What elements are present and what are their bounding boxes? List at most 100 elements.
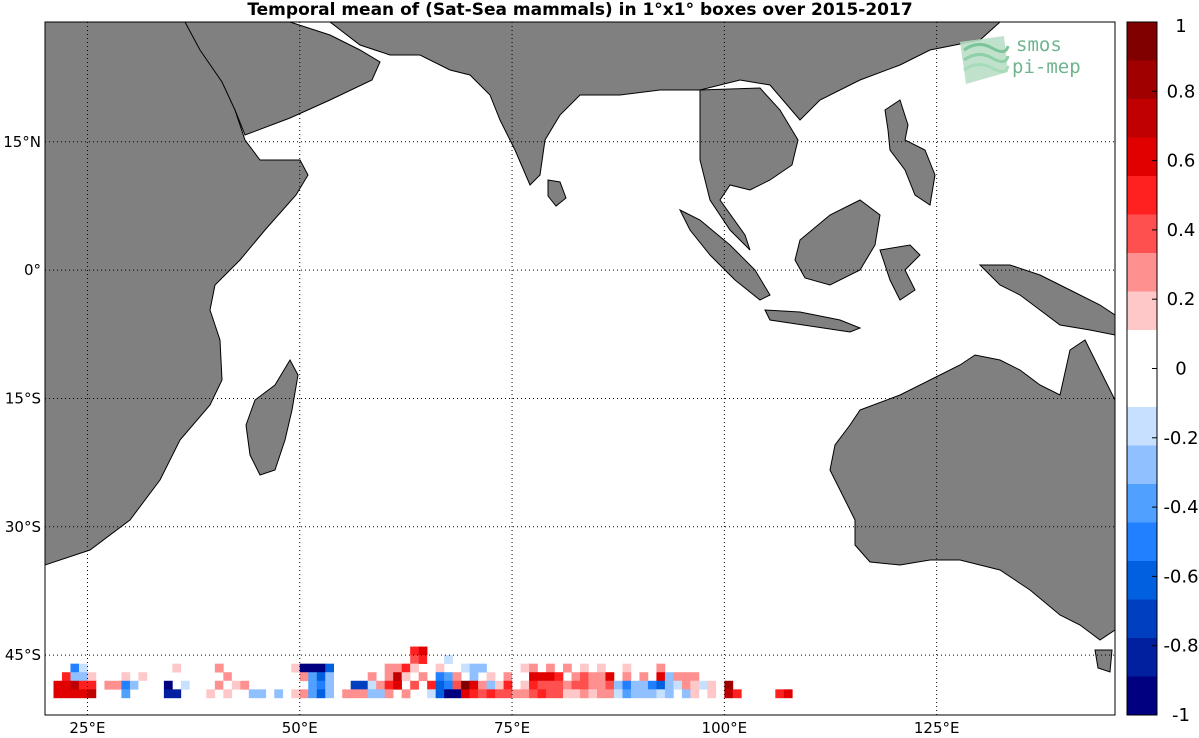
colorbar-segment xyxy=(1127,638,1157,677)
colorbar-segment xyxy=(1127,522,1157,562)
heatmap-cell xyxy=(546,672,555,682)
heatmap-cell xyxy=(342,689,352,699)
heatmap-cell xyxy=(512,689,521,699)
heatmap-cell xyxy=(350,689,360,699)
heatmap-cell xyxy=(214,663,224,673)
colorbar-segment xyxy=(1127,330,1157,369)
heatmap-cell xyxy=(214,680,224,690)
heatmap-cell xyxy=(452,689,462,699)
colorbar-label: -0.8 xyxy=(1163,636,1198,657)
heatmap-cell xyxy=(70,663,80,673)
heatmap-cell xyxy=(647,689,657,699)
heatmap-cell xyxy=(138,680,148,690)
heatmap-cell xyxy=(401,672,411,682)
heatmap-cell xyxy=(571,680,581,690)
land-sulawesi xyxy=(879,244,921,301)
heatmap-cell xyxy=(231,672,241,682)
heatmap-cell xyxy=(681,672,691,682)
colorbar-segment xyxy=(1127,60,1157,100)
heatmap-cell xyxy=(384,672,394,682)
heatmap-cell xyxy=(452,663,462,673)
heatmap-cell xyxy=(478,663,487,673)
heatmap-cell xyxy=(248,689,258,699)
heatmap-cell xyxy=(435,672,445,682)
colorbar-segment xyxy=(1127,484,1157,523)
colorbar-segment xyxy=(1127,599,1157,639)
colorbar-label: 0.2 xyxy=(1167,289,1196,310)
heatmap-cell xyxy=(486,672,496,682)
heatmap-cell xyxy=(418,672,428,682)
heatmap-cell xyxy=(384,663,394,673)
heatmap-cell xyxy=(112,680,122,690)
heatmap-cell xyxy=(350,680,360,690)
land-australia xyxy=(829,339,1115,641)
colorbar-segment xyxy=(1127,99,1157,138)
heatmap-cell xyxy=(664,680,674,690)
heatmap-cell xyxy=(690,689,700,699)
heatmap-cell xyxy=(461,663,470,673)
colorbar-segment xyxy=(1127,291,1157,331)
heatmap-cell xyxy=(529,680,538,690)
heatmap-cell xyxy=(316,680,326,690)
heatmap-cell xyxy=(469,689,479,699)
heatmap-cell xyxy=(367,689,377,699)
land-newguinea xyxy=(978,264,1115,336)
heatmap-cell xyxy=(639,680,649,690)
heatmap-cell xyxy=(70,689,80,699)
y-tick-label: 0° xyxy=(24,261,41,279)
land-tasmania xyxy=(1094,649,1113,673)
heatmap-cell xyxy=(461,680,470,690)
heatmap-cell xyxy=(70,680,80,690)
heatmap-cell xyxy=(486,689,496,699)
x-tick-label: 25°E xyxy=(69,719,105,737)
heatmap-cell xyxy=(274,689,284,699)
heatmap-cell xyxy=(588,680,598,690)
heatmap-cell xyxy=(308,689,318,699)
heatmap-cell xyxy=(435,680,445,690)
heatmap-cell xyxy=(580,672,589,682)
heatmap-cell xyxy=(384,680,394,690)
heatmap-cell xyxy=(291,689,301,699)
heatmap-cell xyxy=(444,672,453,682)
heatmap-cell xyxy=(61,689,71,699)
y-tick-labels: 15°N 0° 15°S 30°S 45°S xyxy=(3,133,41,664)
heatmap-cell xyxy=(452,680,462,690)
heatmap-cell xyxy=(639,689,649,699)
x-tick-label: 50°E xyxy=(282,719,318,737)
heatmap-cell xyxy=(478,680,487,690)
heatmap-cell xyxy=(580,663,589,673)
heatmap-cell xyxy=(537,689,547,699)
heatmap-cell xyxy=(308,680,318,690)
heatmap-cell xyxy=(622,689,632,699)
heatmap-cell xyxy=(563,680,572,690)
heatmap-cell xyxy=(240,680,250,690)
heatmap-cell xyxy=(707,689,717,699)
land-philippines xyxy=(884,99,936,206)
heatmap-cell xyxy=(596,663,606,673)
heatmap-cell xyxy=(129,680,139,690)
heatmap-cell xyxy=(325,663,335,673)
heatmap-cell xyxy=(435,663,445,673)
heatmap-cell xyxy=(427,680,436,690)
land-borneo xyxy=(794,199,881,286)
heatmap-cell xyxy=(206,689,216,699)
heatmap-cell xyxy=(410,646,419,656)
heatmap-cell xyxy=(121,680,131,690)
heatmap-cell xyxy=(223,680,233,690)
heatmap-cell xyxy=(605,689,615,699)
plot-frame xyxy=(44,21,1116,716)
heatmap-cell xyxy=(656,663,666,673)
heatmap-cell xyxy=(664,672,674,682)
colorbar-label: 0.6 xyxy=(1167,151,1196,172)
heatmap-cell xyxy=(783,689,793,699)
heatmap-cell xyxy=(163,689,173,699)
heatmap-cell xyxy=(70,672,80,682)
colorbar-label: -1 xyxy=(1172,705,1190,726)
heatmap-cell xyxy=(325,689,335,699)
heatmap-cell xyxy=(596,689,606,699)
heatmap-cell xyxy=(732,689,742,699)
heatmap-cell xyxy=(299,689,309,699)
heatmap-cell xyxy=(605,680,615,690)
heatmap-cell xyxy=(673,680,683,690)
heatmap-cell xyxy=(546,689,555,699)
